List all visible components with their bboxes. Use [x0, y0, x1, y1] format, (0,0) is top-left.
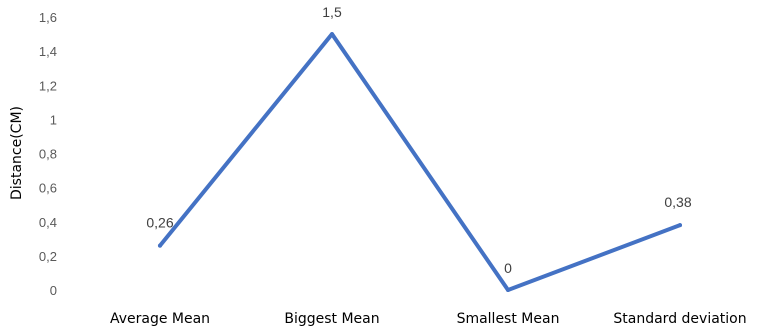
data-point [158, 243, 162, 248]
data-label: 0,26 [146, 215, 173, 231]
y-tick-label: 0,2 [39, 249, 57, 264]
data-label: 1,5 [322, 4, 342, 20]
series-line [158, 32, 682, 292]
y-axis-ticks: 0 0,2 0,4 0,6 0,8 1 1,2 1,4 1,6 [39, 10, 57, 298]
data-point [678, 223, 682, 228]
y-tick-label: 0,6 [39, 181, 57, 196]
x-category-label: Standard deviation [613, 311, 746, 327]
data-point [330, 32, 334, 37]
y-tick-label: 0,4 [39, 215, 57, 230]
x-category-label: Biggest Mean [284, 311, 379, 327]
data-label: 0,38 [664, 194, 691, 210]
y-axis-title: Distance(CM) [9, 106, 25, 200]
y-tick-label: 0,8 [39, 147, 57, 162]
data-labels: 0,26 1,5 0 0,38 [146, 4, 691, 276]
y-tick-label: 1,2 [39, 78, 57, 93]
y-tick-label: 1 [50, 112, 57, 127]
series-points [158, 32, 682, 292]
y-tick-label: 1,6 [39, 10, 57, 25]
x-axis-categories: Average Mean Biggest Mean Smallest Mean Sta… [110, 311, 747, 327]
y-tick-label: 0 [50, 283, 57, 298]
data-label: 0 [504, 260, 512, 276]
y-tick-label: 1,4 [39, 44, 57, 59]
x-category-label: Smallest Mean [457, 311, 560, 327]
x-category-label: Average Mean [110, 311, 210, 327]
data-point [506, 288, 510, 292]
